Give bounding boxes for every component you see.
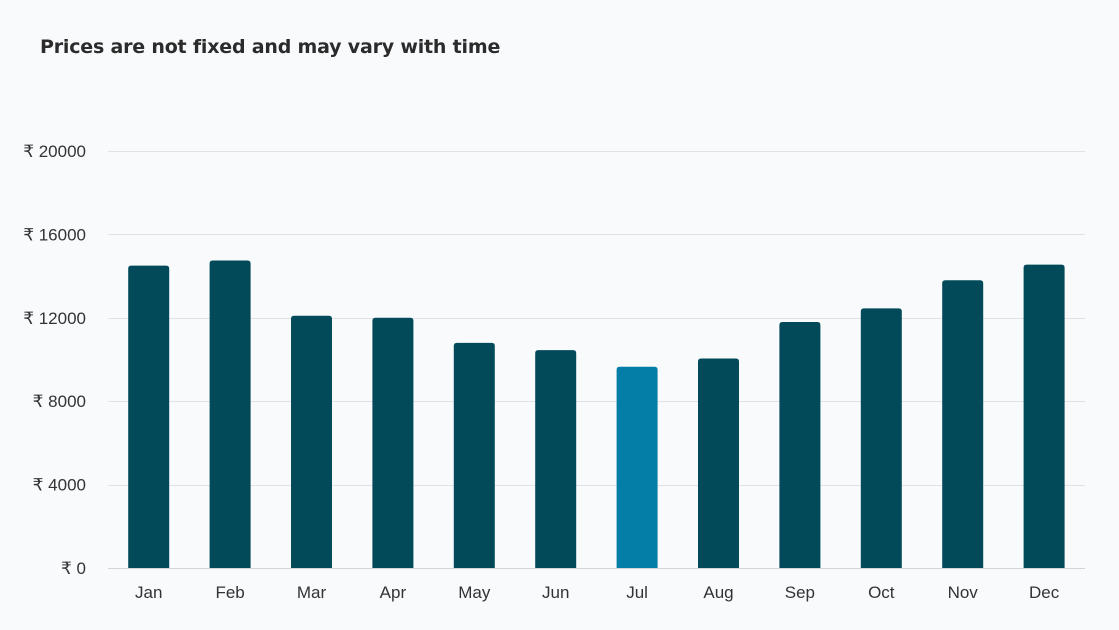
y-tick-label: ₹ 0 xyxy=(61,559,86,578)
x-tick-label: Feb xyxy=(215,583,244,602)
bar-jul[interactable] xyxy=(616,366,658,568)
bar-jan[interactable] xyxy=(128,265,170,568)
bar-feb[interactable] xyxy=(209,260,251,568)
y-tick-label: ₹ 8000 xyxy=(33,392,86,411)
bar-mar[interactable] xyxy=(291,315,332,568)
chart-title: Prices are not fixed and may vary with t… xyxy=(40,36,501,58)
x-tick-label: Nov xyxy=(948,583,979,602)
x-tick-label: Jul xyxy=(626,583,648,602)
x-tick-label: Mar xyxy=(297,583,327,602)
bar-dec[interactable] xyxy=(1023,264,1065,568)
x-tick-label: Oct xyxy=(868,583,895,602)
bar-apr[interactable] xyxy=(372,317,414,568)
y-axis: ₹ 0 ₹ 4000 ₹ 8000 ₹ 12000 ₹ 16000 ₹ 20000 xyxy=(23,142,86,578)
bar-oct[interactable] xyxy=(860,308,902,568)
x-tick-label: Apr xyxy=(380,583,407,602)
bar-sep[interactable] xyxy=(779,321,821,568)
x-tick-label: Aug xyxy=(703,583,733,602)
y-tick-label: ₹ 20000 xyxy=(23,142,86,161)
x-tick-label: Dec xyxy=(1029,583,1060,602)
bar-aug[interactable] xyxy=(698,358,739,568)
y-tick-label: ₹ 16000 xyxy=(23,225,86,244)
x-tick-label: May xyxy=(458,583,491,602)
bar-jun[interactable] xyxy=(535,350,577,568)
y-tick-label: ₹ 4000 xyxy=(33,476,86,495)
x-tick-label: Jun xyxy=(542,583,569,602)
y-tick-label: ₹ 12000 xyxy=(23,309,86,328)
bar-may[interactable] xyxy=(453,342,495,568)
bar-nov[interactable] xyxy=(942,280,984,568)
gridlines xyxy=(108,151,1085,569)
x-axis: Jan Feb Mar Apr May Jun Jul Aug Sep Oct Nov Dec xyxy=(135,583,1060,602)
x-tick-label: Sep xyxy=(785,583,815,602)
bars xyxy=(128,260,1065,568)
x-tick-label: Jan xyxy=(135,583,162,602)
